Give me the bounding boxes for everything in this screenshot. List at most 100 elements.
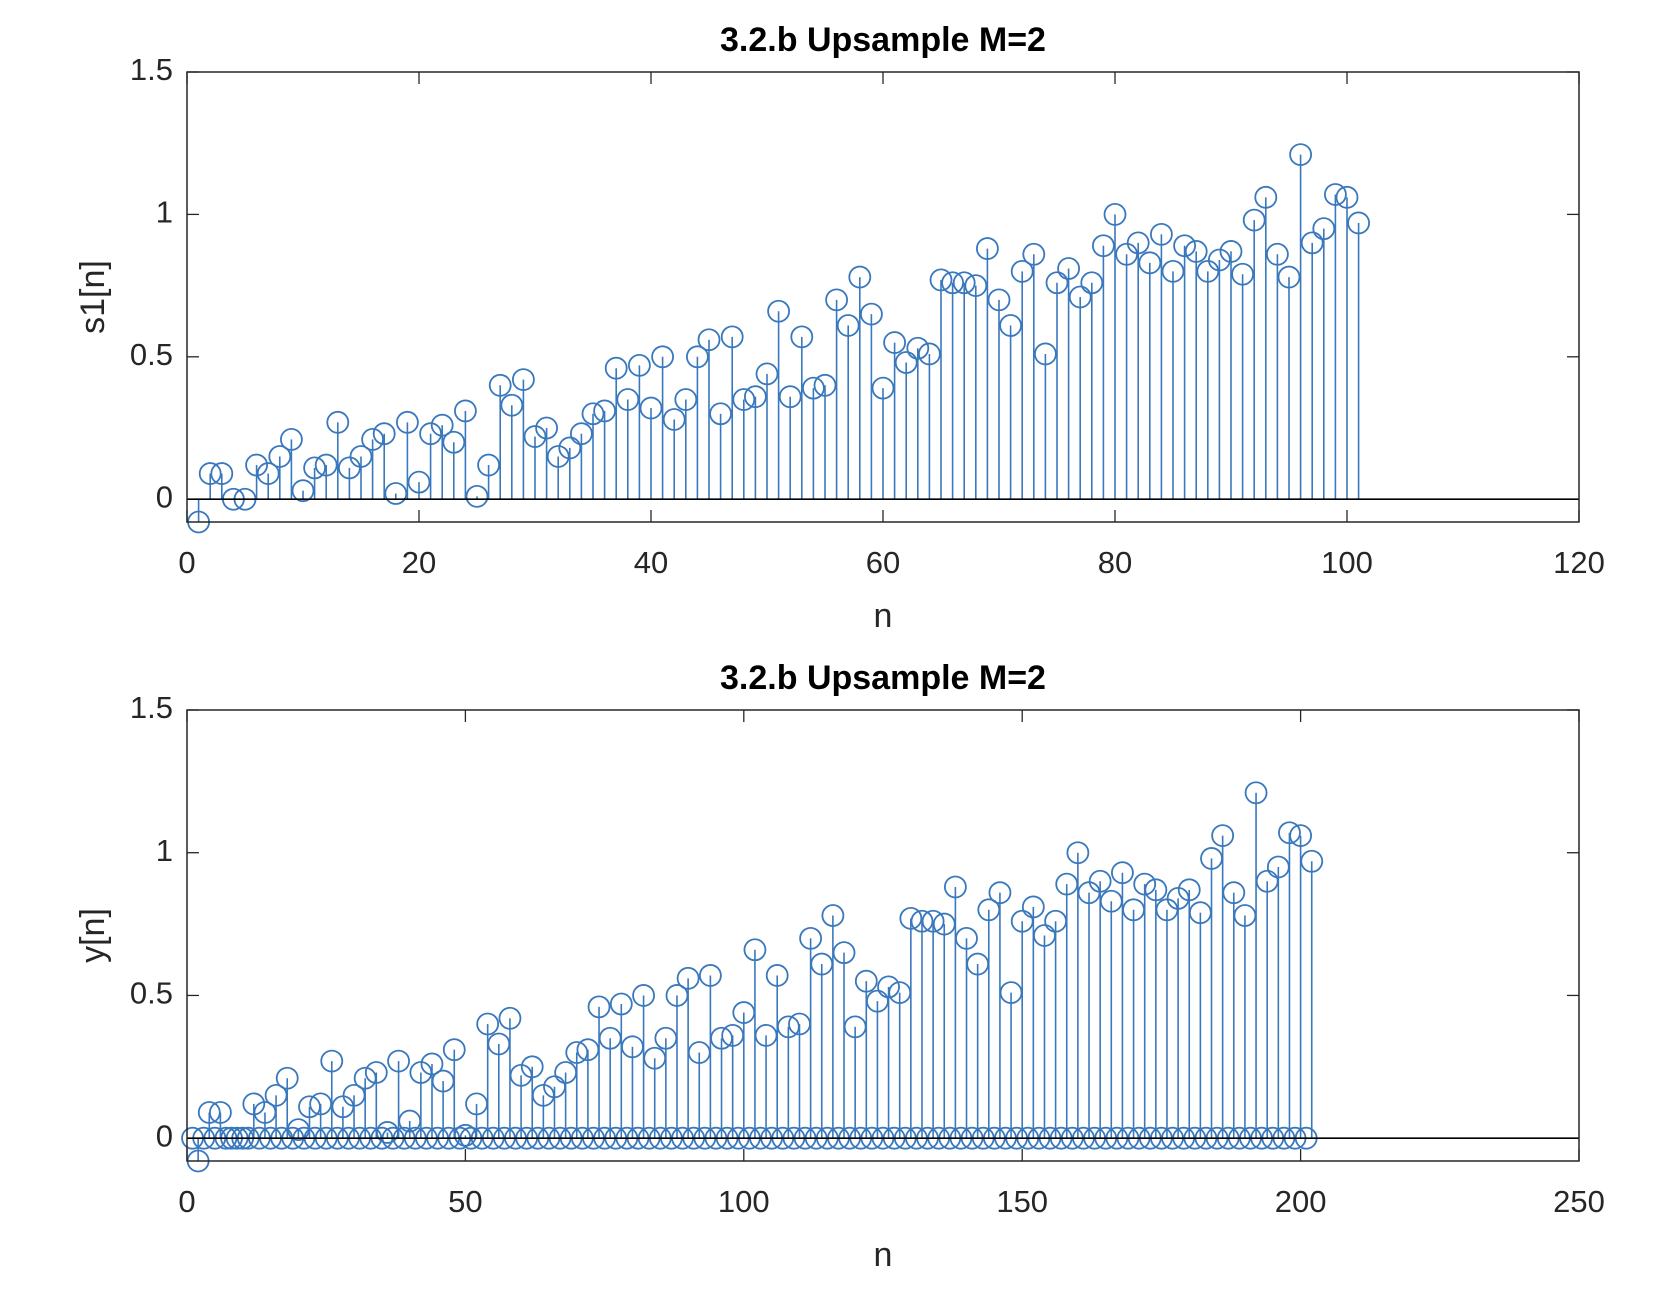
- stem-marker: [836, 314, 860, 337]
- stem-marker: [987, 288, 1011, 312]
- stem-marker: [384, 482, 408, 505]
- stem-marker: [790, 325, 814, 349]
- stem-marker: [476, 1012, 500, 1036]
- stem-marker: [349, 445, 373, 468]
- stem-marker: [535, 416, 558, 440]
- stem-marker: [1312, 217, 1336, 241]
- stem-marker: [906, 336, 930, 360]
- stem-marker: [976, 237, 999, 260]
- stem-marker: [999, 314, 1022, 337]
- x-tick-label: 20: [402, 545, 436, 580]
- stem-marker: [1196, 259, 1220, 283]
- stem-marker: [674, 388, 698, 411]
- y-tick-label: 0.5: [130, 976, 173, 1011]
- stem-marker: [1347, 211, 1370, 235]
- y-axis-label: s1[n]: [74, 260, 112, 334]
- stem-marker: [581, 402, 605, 426]
- stem-marker: [587, 995, 611, 1019]
- y-axis-label: y[n]: [74, 908, 112, 963]
- stem-marker: [802, 376, 825, 400]
- y-tick-label: 1: [156, 195, 173, 230]
- stem-marker: [854, 969, 878, 993]
- stem-marker: [453, 399, 477, 423]
- stem-marker: [523, 425, 547, 448]
- stem-marker: [1034, 342, 1057, 366]
- stem-marker: [964, 274, 988, 298]
- stem-marker: [952, 271, 976, 295]
- stem-marker: [593, 399, 616, 423]
- stem-marker: [744, 385, 767, 409]
- stem-marker: [755, 362, 779, 386]
- stem-marker: [1222, 881, 1246, 905]
- stem-marker: [848, 265, 872, 289]
- stem-marker: [1161, 259, 1185, 283]
- stem-marker: [500, 393, 524, 417]
- y-tick-label: 1.5: [130, 690, 173, 725]
- stem-marker: [1021, 895, 1045, 919]
- stem-marker: [558, 436, 582, 460]
- x-tick-label: 200: [1275, 1184, 1327, 1219]
- stem-marker: [1138, 251, 1162, 275]
- stem-marker: [918, 342, 941, 366]
- x-tick-label: 250: [1553, 1184, 1605, 1219]
- stem-marker: [520, 1055, 544, 1079]
- stem-marker: [616, 388, 640, 411]
- stem-marker: [488, 373, 512, 397]
- stem-marker: [871, 376, 895, 400]
- y-tick-label: 0.5: [130, 337, 173, 372]
- x-tick-label: 120: [1553, 545, 1605, 580]
- stem-marker: [465, 484, 489, 508]
- stem-marker: [1111, 861, 1134, 885]
- stem-marker: [1184, 240, 1208, 263]
- stem-marker: [1126, 231, 1150, 255]
- stem-marker: [1092, 234, 1115, 258]
- x-tick-label: 50: [448, 1184, 482, 1219]
- stem-marker: [245, 453, 269, 477]
- axes-box: [186, 71, 1580, 523]
- stem-marker: [1208, 248, 1231, 272]
- stem-marker: [314, 453, 338, 477]
- stem-marker: [268, 445, 292, 468]
- stem-marker: [988, 881, 1012, 905]
- stem-marker: [442, 430, 466, 454]
- x-axis-label: n: [874, 1236, 893, 1274]
- stem-marker: [1045, 271, 1069, 295]
- stem-marker: [813, 373, 837, 397]
- stem-marker: [1289, 824, 1312, 847]
- stem-marker: [512, 368, 535, 391]
- stem-marker: [1010, 259, 1034, 283]
- stem-marker: [320, 1049, 344, 1073]
- x-tick-label: 0: [178, 1184, 195, 1219]
- stem-marker: [303, 456, 327, 480]
- stem-marker: [337, 456, 361, 480]
- stem-marker: [821, 904, 845, 927]
- stem-marker: [395, 410, 419, 434]
- stem-marker: [430, 413, 454, 437]
- stem-marker: [1088, 869, 1112, 893]
- stem-marker: [570, 422, 593, 446]
- stem-marker: [361, 428, 385, 451]
- stem-marker: [609, 992, 633, 1016]
- chart-title: 3.2.b Upsample M=2: [720, 21, 1046, 59]
- stem-marker: [546, 445, 570, 468]
- stem-marker: [387, 1049, 410, 1073]
- stem-marker: [1103, 203, 1127, 226]
- stem-marker: [326, 410, 350, 434]
- stem-marker: [921, 909, 945, 933]
- x-tick-label: 150: [996, 1184, 1048, 1219]
- stem-marker: [198, 462, 222, 485]
- x-tick-label: 100: [1321, 545, 1373, 580]
- stem-marker: [477, 453, 501, 477]
- y-tick-label: 1.5: [130, 52, 173, 87]
- stem-marker: [1289, 143, 1312, 166]
- stem-marker: [1068, 285, 1092, 309]
- stem-marker: [1324, 183, 1347, 206]
- x-axis-label: n: [874, 597, 893, 635]
- stem-marker: [407, 470, 431, 494]
- stem-marker: [1266, 242, 1289, 266]
- stem-marker: [1277, 265, 1301, 289]
- stem-marker: [767, 299, 790, 323]
- stem-marker: [832, 941, 856, 965]
- stem-marker: [651, 345, 674, 369]
- stem-marker: [1150, 222, 1173, 246]
